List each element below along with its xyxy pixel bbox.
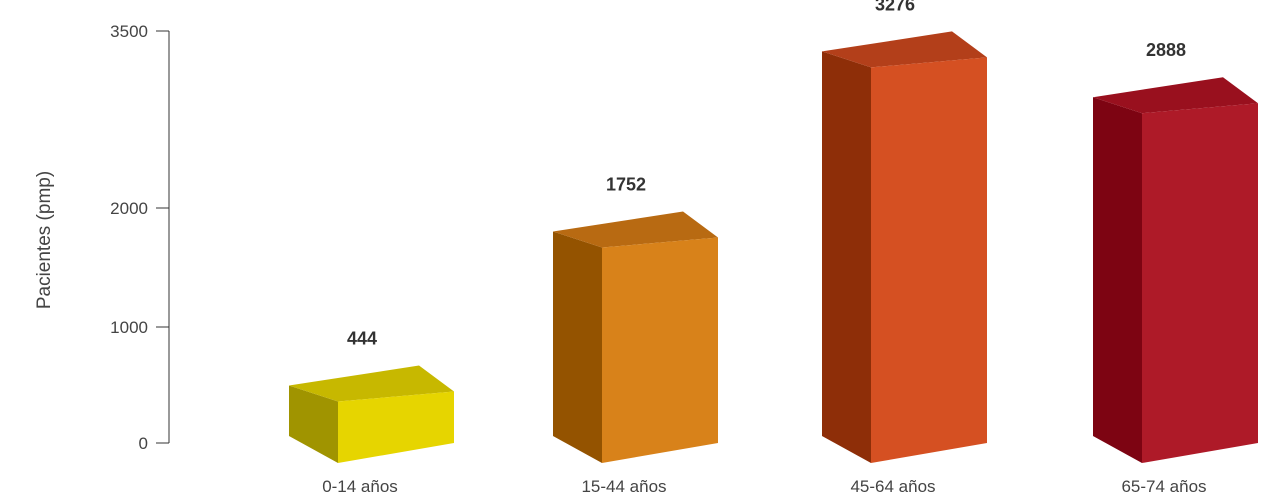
bar-value-label: 3276 (875, 0, 915, 14)
bar-side-face (553, 231, 602, 463)
bar-side-face (1093, 97, 1142, 463)
bar-top-face (822, 31, 987, 68)
y-axis-title: Pacientes (pmp) (34, 171, 55, 309)
bars (289, 31, 1258, 463)
bar-value-label: 2888 (1146, 40, 1186, 60)
bar-front-face (1142, 103, 1258, 463)
bar-value-label: 1752 (606, 175, 646, 195)
bar-1 (289, 365, 454, 463)
category-label: 65-74 años (1121, 477, 1206, 496)
bar-front-face (602, 237, 718, 463)
bar-front-face (338, 391, 454, 463)
bar-side-face (822, 51, 871, 463)
y-tick-label: 1000 (110, 318, 148, 337)
y-tick-label: 3500 (110, 22, 148, 41)
category-label: 0-14 años (322, 477, 398, 496)
y-tick-label: 0 (139, 434, 148, 453)
category-label: 45-64 años (850, 477, 935, 496)
value-labels: 444 1752 3276 2888 (347, 0, 1186, 348)
bar-value-label: 444 (347, 328, 377, 348)
bar-2 (553, 211, 718, 463)
bar-3 (822, 31, 987, 463)
bar-top-face (289, 365, 454, 402)
bar-4 (1093, 77, 1258, 463)
y-axis-ticks: 0 1000 2000 3500 (110, 22, 169, 453)
bar-side-face (289, 385, 338, 463)
y-tick-label: 2000 (110, 199, 148, 218)
category-labels: 0-14 años 15-44 años 45-64 años 65-74 años (322, 477, 1206, 496)
bar-top-face (1093, 77, 1258, 114)
bar-front-face (871, 57, 987, 463)
category-label: 15-44 años (581, 477, 666, 496)
bar-top-face (553, 211, 718, 248)
